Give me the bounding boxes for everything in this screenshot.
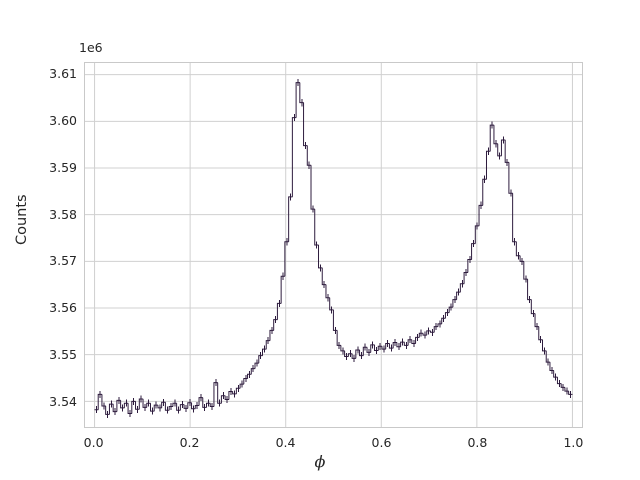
y-tick-label: 3.58 [49,206,77,222]
x-tick-label: 1.0 [563,435,584,450]
x-tick-label: 0.6 [371,435,392,450]
y-tick-label: 3.59 [49,159,77,175]
x-tick-label: 0.8 [467,435,488,450]
plot-area [84,62,583,428]
y-tick-label: 3.57 [49,253,77,269]
x-tick-label: 0.4 [275,435,296,450]
x-tick-label: 0.0 [83,435,104,450]
y-tick-label: 3.55 [49,347,77,363]
y-axis-offset-text: 1e6 [79,40,103,55]
y-axis-label: Counts [14,194,30,245]
gridlines [85,63,582,427]
y-tick-label: 3.54 [49,394,77,410]
x-tick-label: 0.2 [179,435,200,450]
y-tick-label: 3.60 [49,112,77,128]
y-tick-label: 3.56 [49,300,77,316]
pulse-profile-series [94,79,573,418]
y-tick-label: 3.61 [49,65,77,81]
x-axis-label: ϕ [314,452,326,471]
